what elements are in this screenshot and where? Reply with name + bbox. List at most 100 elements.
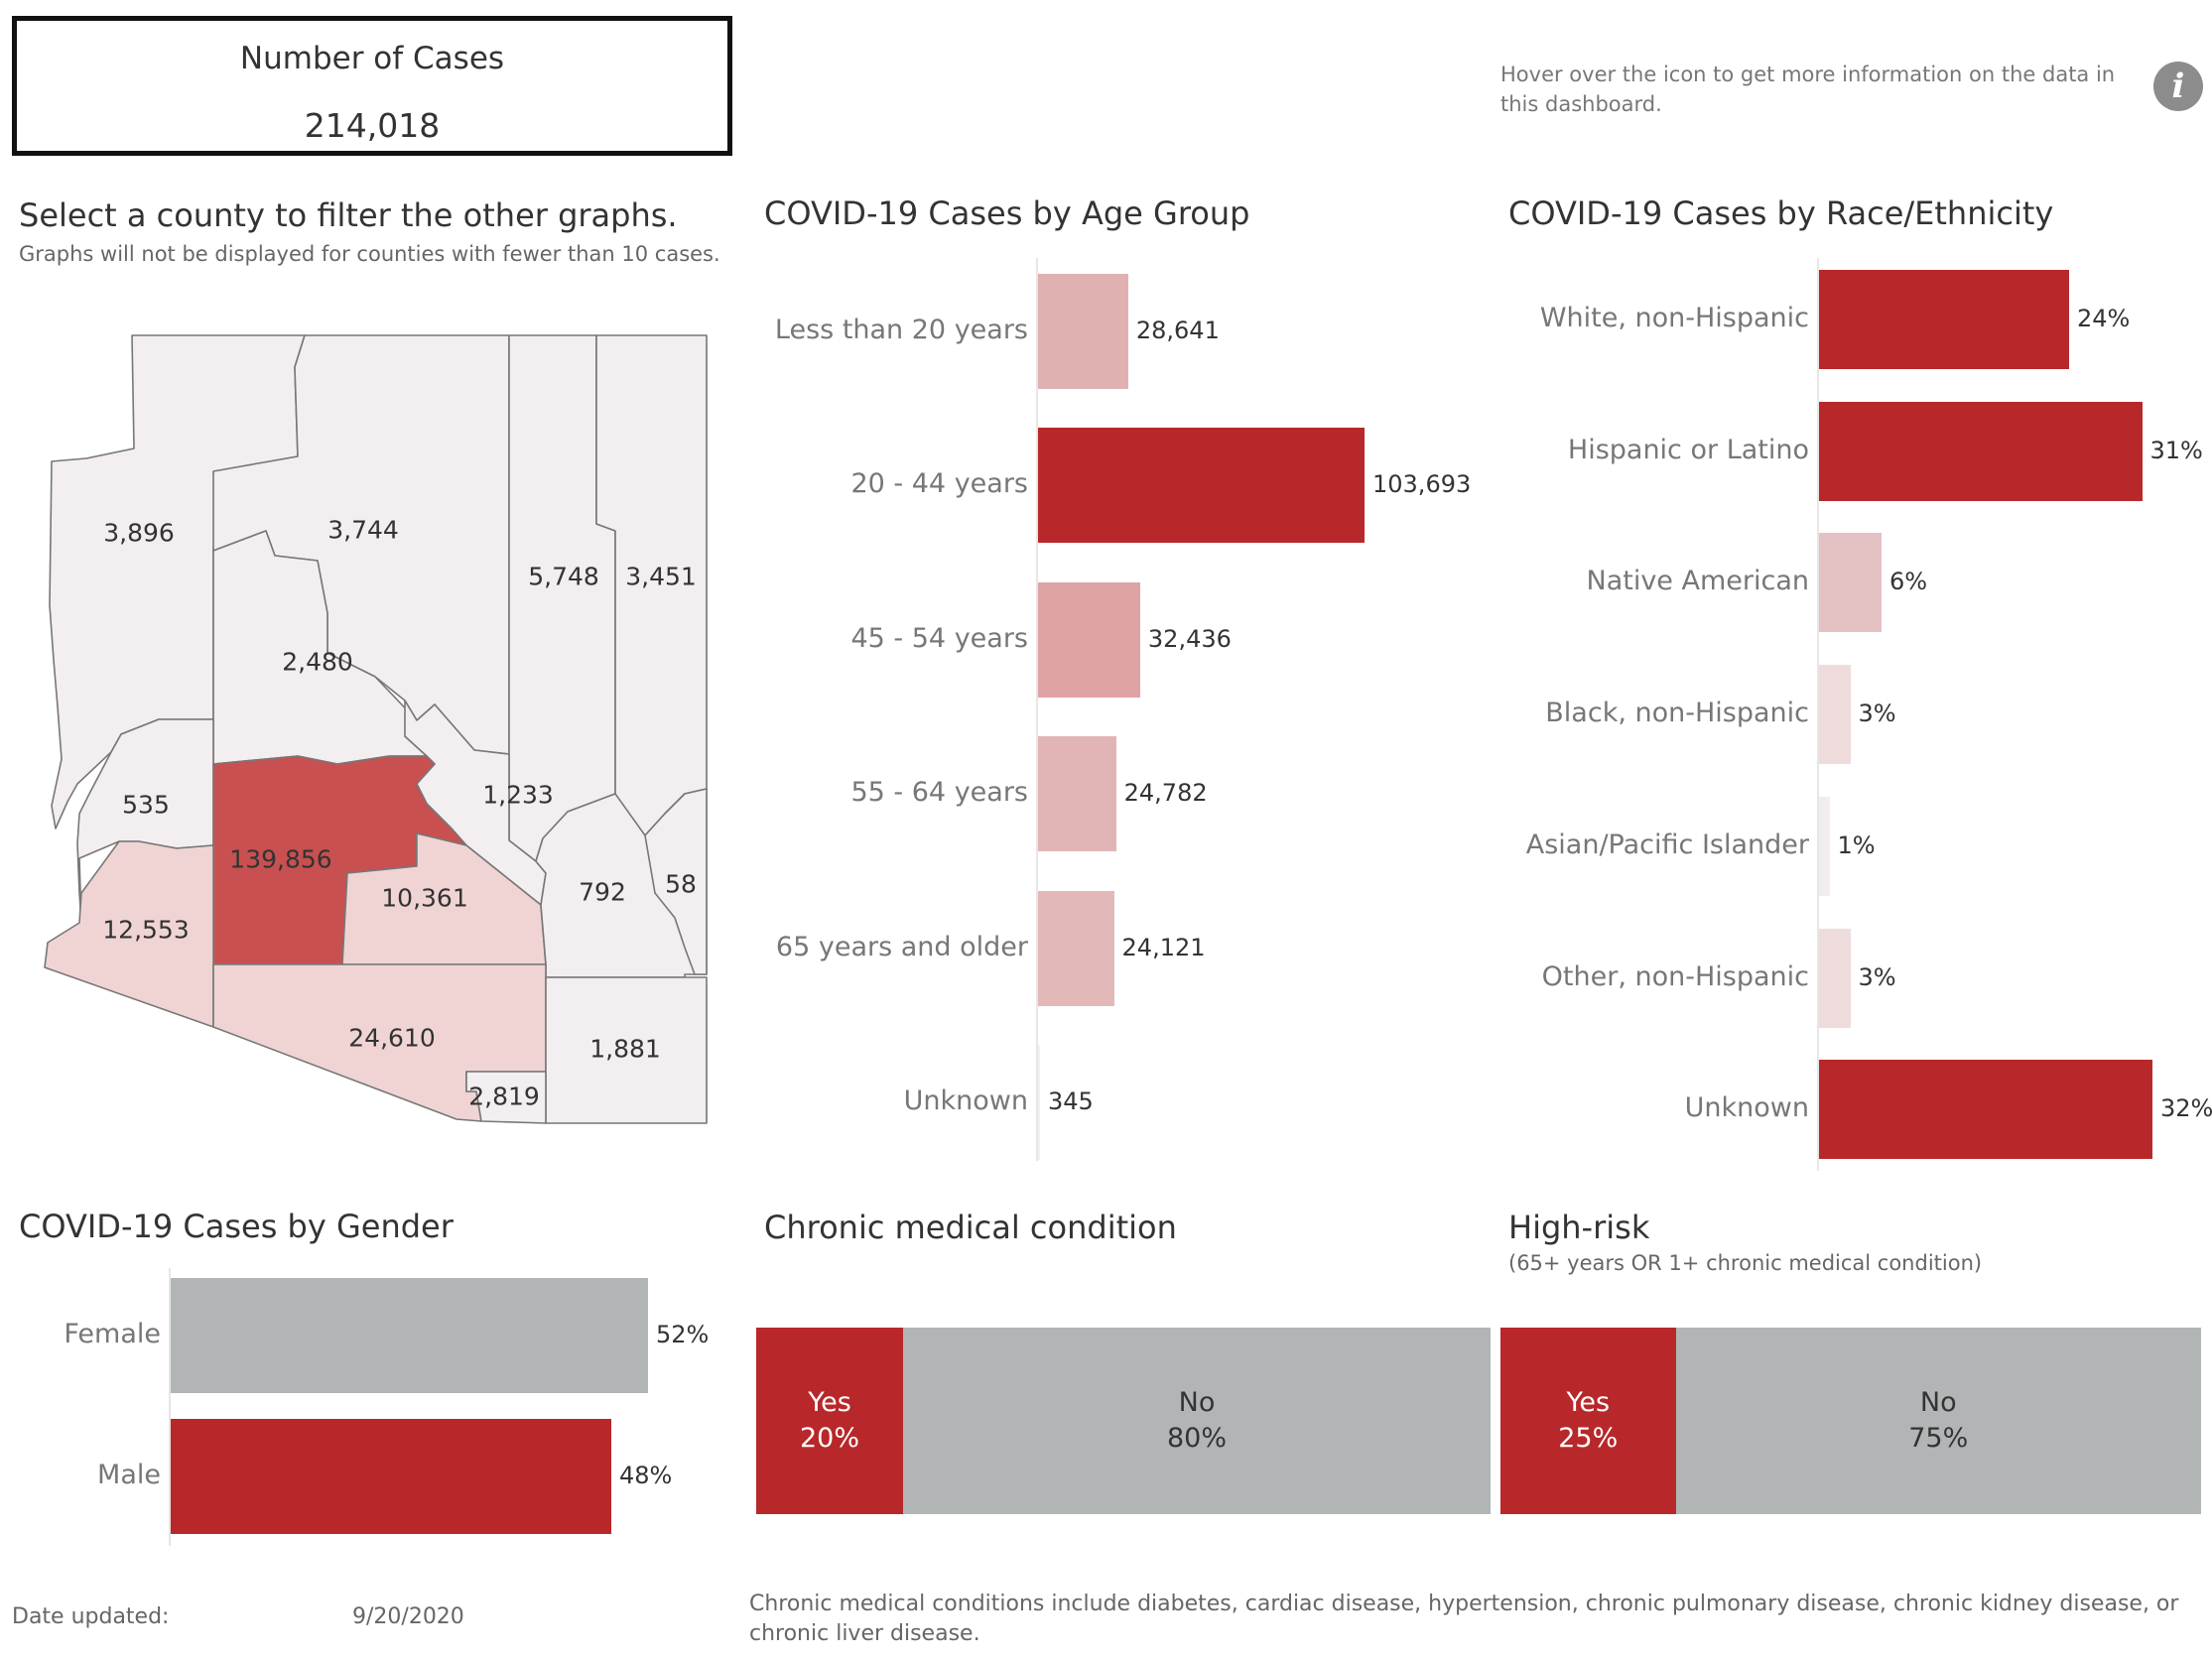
age_chart-bar bbox=[1038, 581, 1140, 698]
age_chart-bar bbox=[1038, 736, 1116, 852]
gender_chart-bar bbox=[171, 1278, 648, 1393]
chronic_chart-segment-label: No bbox=[1178, 1387, 1216, 1418]
race_chart-bar bbox=[1819, 270, 2069, 369]
chronic_chart-segment-no: No 80% bbox=[903, 1328, 1491, 1514]
race-chart-title: COVID-19 Cases by Race/Ethnicity bbox=[1508, 194, 2054, 232]
county-greenlee[interactable] bbox=[644, 788, 708, 975]
map-label-mohave: 3,896 bbox=[103, 518, 175, 548]
age_chart-value-label: 24,121 bbox=[1121, 933, 1206, 961]
map-label-apache: 3,451 bbox=[625, 562, 697, 591]
highrisk_chart-segment-yes: Yes 25% bbox=[1500, 1328, 1676, 1514]
race_chart-category-label: Unknown bbox=[1684, 1092, 1809, 1124]
total-cases-title: Number of Cases bbox=[239, 41, 505, 76]
race_chart-value-label: 3% bbox=[1858, 700, 1896, 728]
info-icon[interactable]: i bbox=[2153, 62, 2203, 111]
map-label-pima: 24,610 bbox=[348, 1023, 436, 1053]
age-chart-title: COVID-19 Cases by Age Group bbox=[764, 194, 1250, 232]
race_chart-category-label: Native American bbox=[1586, 566, 1810, 597]
race-chart: White, non-Hispanic 24% Hispanic or Latino… bbox=[1489, 258, 2212, 1171]
chronic-conditions-footnote: Chronic medical conditions include diabe… bbox=[749, 1592, 2179, 1646]
map-label-coconino: 3,744 bbox=[327, 515, 399, 545]
gender_chart-bar bbox=[171, 1419, 611, 1534]
map-label-la-paz: 535 bbox=[122, 790, 170, 820]
race_chart-category-label: Black, non-Hispanic bbox=[1545, 698, 1809, 729]
age_chart-value-label: 28,641 bbox=[1135, 317, 1220, 344]
race_chart-bar bbox=[1819, 401, 2143, 501]
highrisk_chart-segment-percent: 75% bbox=[1908, 1423, 1969, 1454]
county-santa-cruz[interactable] bbox=[465, 1071, 547, 1124]
county-cochise[interactable] bbox=[545, 976, 708, 1124]
info-hint-text: Hover over the icon to get more informat… bbox=[1500, 63, 2116, 116]
map-label-pinal: 10,361 bbox=[381, 883, 468, 913]
age_chart-bar bbox=[1038, 890, 1114, 1006]
highrisk_chart-segment-label: No bbox=[1919, 1387, 1957, 1418]
map-label-greenlee: 58 bbox=[665, 869, 697, 899]
chronic_chart-segment-percent: 20% bbox=[799, 1423, 859, 1454]
map-label-maricopa: 139,856 bbox=[229, 844, 332, 874]
age_chart-axis-line bbox=[1036, 258, 1038, 1161]
gender-chart: Female 52% Male 48% bbox=[0, 1268, 734, 1546]
race_chart-value-label: 1% bbox=[1837, 830, 1876, 859]
age_chart-category-label: Unknown bbox=[903, 1085, 1028, 1116]
highrisk-chart-subtitle: (65+ years OR 1+ chronic medical conditi… bbox=[1508, 1251, 1983, 1275]
date-updated-value: 9/20/2020 bbox=[352, 1604, 464, 1629]
age-chart: Less than 20 years 28,641 20 - 44 years 103… bbox=[754, 258, 1471, 1161]
date-updated-label: Date updated: bbox=[12, 1604, 170, 1629]
race_chart-category-label: Asian/Pacific Islander bbox=[1525, 829, 1809, 860]
map-title: Select a county to filter the other grap… bbox=[19, 196, 678, 234]
age_chart-value-label: 345 bbox=[1048, 1087, 1094, 1115]
race_chart-value-label: 6% bbox=[1889, 568, 1928, 596]
race_chart-category-label: White, non-Hispanic bbox=[1539, 303, 1809, 333]
total-cases-value: 214,018 bbox=[304, 106, 441, 145]
county-yuma[interactable] bbox=[44, 840, 214, 1028]
map-label-gila: 1,233 bbox=[482, 780, 554, 810]
age_chart-bar bbox=[1038, 274, 1128, 389]
gender_chart-axis-line bbox=[169, 1268, 171, 1546]
race_chart-category-label: Other, non-Hispanic bbox=[1541, 960, 1809, 992]
map-label-graham: 792 bbox=[579, 877, 626, 907]
map-label-yavapai: 2,480 bbox=[282, 647, 353, 677]
age_chart-bar bbox=[1038, 428, 1365, 544]
race_chart-axis-line bbox=[1817, 258, 1819, 1171]
map-subtitle: Graphs will not be displayed for countie… bbox=[19, 242, 720, 266]
arizona-county-map bbox=[44, 334, 708, 1124]
race_chart-bar bbox=[1819, 533, 1882, 633]
chronic-chart-title: Chronic medical condition bbox=[764, 1209, 1177, 1246]
total-cases-card: Number of Cases 214,018 bbox=[12, 16, 732, 156]
age_chart-category-label: 45 - 54 years bbox=[850, 622, 1028, 654]
race_chart-bar bbox=[1819, 796, 1830, 896]
age_chart-value-label: 24,782 bbox=[1123, 779, 1208, 808]
race_chart-bar bbox=[1819, 1060, 2152, 1160]
race_chart-bar bbox=[1819, 928, 1851, 1028]
age_chart-bar bbox=[1038, 1045, 1040, 1160]
map-label-cochise: 1,881 bbox=[589, 1034, 661, 1064]
highrisk_chart-segment-no: No 75% bbox=[1675, 1328, 2201, 1514]
age_chart-category-label: 20 - 44 years bbox=[850, 468, 1028, 500]
gender_chart-category-label: Male bbox=[97, 1460, 161, 1490]
highrisk-chart-title: High-risk bbox=[1508, 1209, 1650, 1246]
gender_chart-value-label: 48% bbox=[619, 1462, 673, 1489]
age_chart-category-label: Less than 20 years bbox=[774, 315, 1028, 345]
race_chart-category-label: Hispanic or Latino bbox=[1567, 434, 1809, 465]
chronic-chart: Yes 20% No 80% bbox=[756, 1290, 1491, 1518]
gender_chart-value-label: 52% bbox=[656, 1321, 710, 1348]
race_chart-value-label: 31% bbox=[2149, 436, 2203, 464]
highrisk_chart-segment-label: Yes bbox=[1566, 1387, 1611, 1418]
gender-chart-title: COVID-19 Cases by Gender bbox=[19, 1208, 454, 1245]
gender_chart-category-label: Female bbox=[64, 1319, 161, 1349]
race_chart-bar bbox=[1819, 665, 1851, 765]
race_chart-value-label: 3% bbox=[1858, 962, 1896, 991]
race_chart-value-label: 32% bbox=[2160, 1094, 2212, 1123]
age_chart-value-label: 32,436 bbox=[1147, 624, 1232, 653]
highrisk-chart: Yes 25% No 75% bbox=[1500, 1290, 2201, 1518]
highrisk_chart-segment-percent: 25% bbox=[1558, 1423, 1619, 1454]
chronic_chart-segment-yes: Yes 20% bbox=[756, 1328, 903, 1514]
chronic_chart-segment-label: Yes bbox=[808, 1387, 851, 1418]
age_chart-category-label: 65 years and older bbox=[775, 931, 1028, 962]
map-label-santa-cruz: 2,819 bbox=[468, 1082, 540, 1111]
map-label-navajo: 5,748 bbox=[528, 562, 599, 591]
county-la-paz[interactable] bbox=[76, 718, 214, 924]
map-label-yuma: 12,553 bbox=[102, 915, 190, 945]
chronic_chart-segment-percent: 80% bbox=[1166, 1423, 1227, 1454]
age_chart-category-label: 55 - 64 years bbox=[850, 777, 1028, 809]
